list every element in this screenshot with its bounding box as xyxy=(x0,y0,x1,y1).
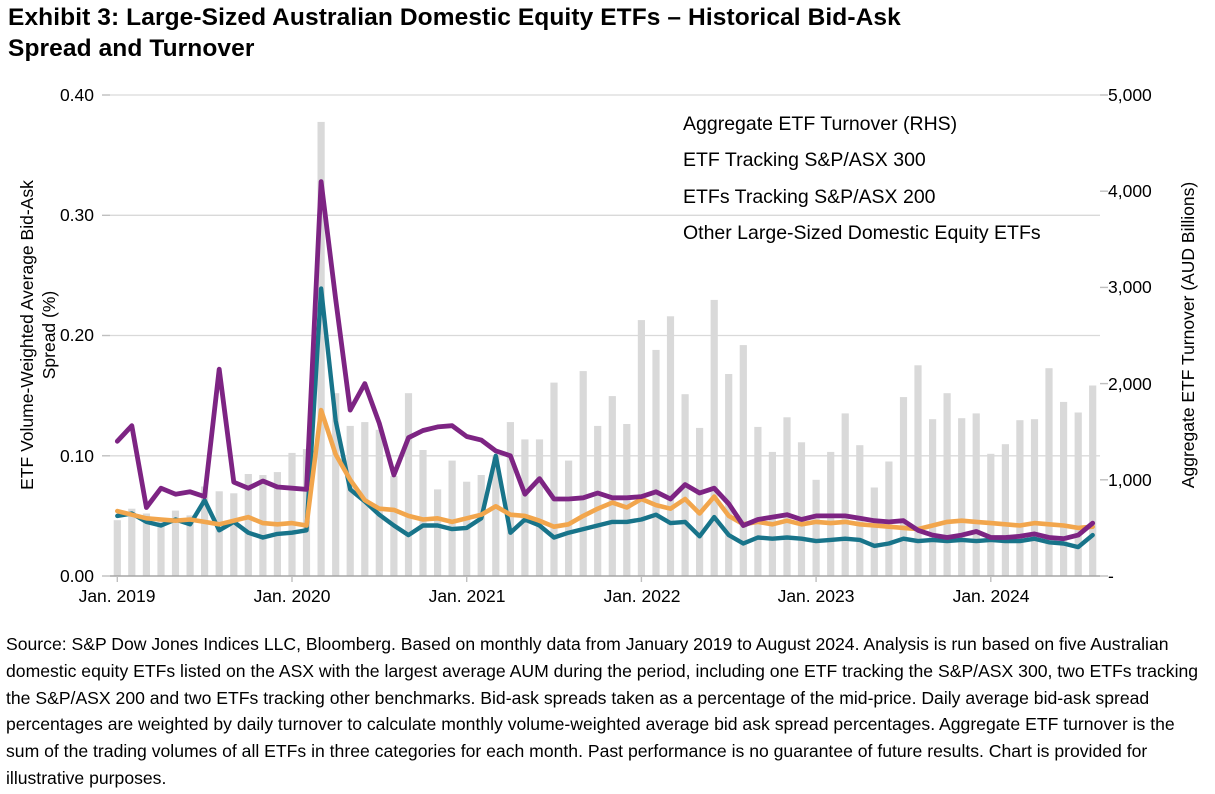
right-axis-tick: 4,000 xyxy=(1108,181,1152,201)
legend-label: Aggregate ETF Turnover (RHS) xyxy=(683,112,958,135)
right-axis-tick: - xyxy=(1108,566,1114,586)
legend-label: ETF Tracking S&P/ASX 300 xyxy=(683,149,926,172)
source-footnote: Source: S&P Dow Jones Indices LLC, Bloom… xyxy=(6,634,1199,788)
right-axis-title: Aggregate ETF Turnover (AUD Billions) xyxy=(1178,181,1198,489)
chart-title-line1: Exhibit 3: Large-Sized Australian Domest… xyxy=(8,4,901,31)
other-etfs-line-swatch-icon xyxy=(627,231,675,237)
x-axis-tick: Jan. 2019 xyxy=(78,586,156,606)
left-axis-tick: 0.40 xyxy=(59,85,94,105)
turnover-bar-swatch-icon xyxy=(627,118,675,131)
x-axis-tick: Jan. 2021 xyxy=(428,586,506,606)
left-axis-tick: 0.30 xyxy=(59,205,94,225)
left-axis-title-line1: ETF Volume-Weighted Average Bid-Ask xyxy=(17,180,37,490)
x-axis-tick: Jan. 2023 xyxy=(777,586,855,606)
legend-item-asx200: ETFs Tracking S&P/ASX 200 xyxy=(627,179,1041,216)
legend-item-turnover: Aggregate ETF Turnover (RHS) xyxy=(627,106,1041,143)
right-axis-tick: 5,000 xyxy=(1108,85,1152,105)
asx200-line-swatch-icon xyxy=(627,194,675,200)
chart-title-line2: Spread and Turnover xyxy=(8,35,255,62)
legend-label: Other Large-Sized Domestic Equity ETFs xyxy=(683,222,1041,245)
asx300-line-swatch-icon xyxy=(627,158,675,164)
legend-item-asx300: ETF Tracking S&P/ASX 300 xyxy=(627,143,1041,180)
right-axis-tick: 3,000 xyxy=(1108,277,1152,297)
left-axis-title: ETF Volume-Weighted Average Bid-Ask Spre… xyxy=(16,75,60,595)
left-axis-tick: 0.10 xyxy=(59,446,94,466)
right-axis-tick: 2,000 xyxy=(1108,374,1152,394)
left-axis-title-line2: Spread (%) xyxy=(39,290,59,380)
right-axis-tick: 1,000 xyxy=(1108,470,1152,490)
x-axis-tick: Jan. 2022 xyxy=(603,586,681,606)
left-axis-tick: 0.00 xyxy=(59,566,94,586)
legend-label: ETFs Tracking S&P/ASX 200 xyxy=(683,185,936,208)
chart-legend: Aggregate ETF Turnover (RHS) ETF Trackin… xyxy=(627,106,1041,252)
x-axis-tick: Jan. 2024 xyxy=(952,586,1030,606)
x-axis-tick: Jan. 2020 xyxy=(253,586,331,606)
legend-item-other-etfs: Other Large-Sized Domestic Equity ETFs xyxy=(627,216,1041,253)
chart-title: Exhibit 3: Large-Sized Australian Domest… xyxy=(8,2,1198,64)
combo-chart-plot xyxy=(102,94,1108,582)
left-axis-tick: 0.20 xyxy=(59,325,94,345)
